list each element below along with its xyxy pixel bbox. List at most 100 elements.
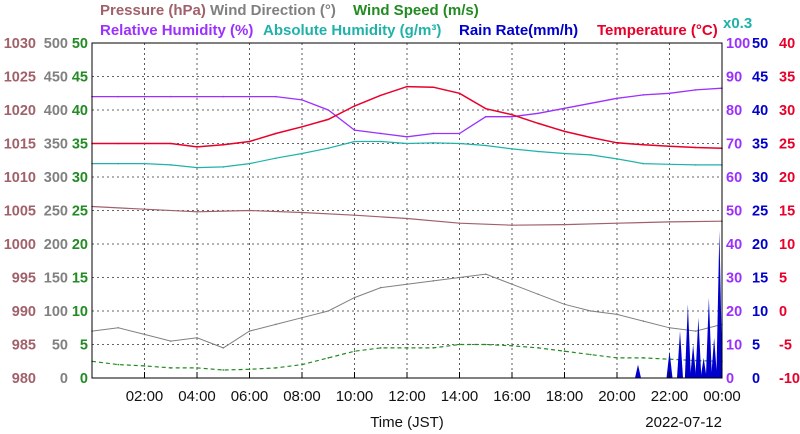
x-axis: 02:00 04:00 06:00 08:00 10:00 12:00 14:00 16:00… [126,372,741,405]
rain-rate-tick-label: 20 [752,237,768,253]
x-tick-label: 00:00 [703,388,741,405]
relative-humidity-tick-label: 90 [726,70,742,86]
temperature-point [117,142,120,145]
wind-speed-tick-label: 45 [72,70,88,86]
rain-rate-bar [690,344,697,378]
absolute-humidity-point [642,162,645,165]
wind-direction-tick-label: 450 [44,70,68,86]
pressure-point [458,222,461,225]
pressure-tick-label: 1015 [4,137,36,153]
wind-direction-tick-label: 200 [44,237,68,253]
rain-rate-bar [695,317,702,378]
pressure-tick-label: 1030 [4,36,36,52]
absolute-humidity-point [406,142,408,145]
wind-speed-point [196,367,198,369]
temperature-point [694,146,697,149]
relative-humidity-point [432,132,435,135]
relative-humidity-tick-label: 60 [726,170,742,186]
x-tick-label: 22:00 [651,388,689,405]
legend-temperature: Temperature (°C) [597,22,718,39]
wind-speed-tick-label: 5 [80,338,88,354]
pressure-point [353,214,356,216]
wind-direction-point [169,340,172,342]
wind-direction-point [117,326,120,329]
relative-humidity-tick-label: 0 [726,371,734,387]
legend-absolute-humidity: Absolute Humidity (g/m³) [263,22,441,39]
absolute-humidity-point [563,152,566,155]
legend-pressure: Pressure (hPa) [100,2,206,19]
temperature-tick-label: 30 [779,103,795,119]
relative-humidity-tick-label: 40 [726,237,742,253]
relative-humidity-point [301,99,303,101]
pressure-tick-label: 1020 [4,103,36,119]
wind-direction-point [379,286,382,289]
wind-direction-point [511,283,513,286]
temperature-point [274,132,277,135]
absolute-humidity-point [379,140,382,143]
pressure-point [511,224,513,227]
temperature-point [589,136,592,139]
absolute-humidity-point [274,157,277,160]
temperature-tick-label: -5 [779,338,792,354]
relative-humidity-point [169,95,172,98]
absolute-humidity-point [432,142,435,144]
x-tick-label: 10:00 [336,388,374,405]
wind-speed-point [616,357,618,359]
wind-direction-point [458,276,461,279]
x-tick-label: 12:00 [388,388,426,405]
temperature-tick-label: 25 [779,137,795,153]
temperature-point [563,130,566,133]
wind-speed-point [169,367,172,369]
pressure-point [616,222,618,225]
rain-rate-bar [677,331,683,378]
x-tick-label: 14:00 [441,388,479,405]
temperature-tick-label: 5 [779,271,787,287]
relative-humidity-tick-label: 10 [726,338,742,354]
absolute-humidity-point [222,166,225,168]
wind-direction-point [432,280,435,282]
rain-rate-bar [711,337,718,378]
absolute-humidity-point [616,158,618,160]
temperature-point [511,113,513,116]
relative-humidity-point [353,129,356,131]
temperature-point [406,85,408,88]
pressure-point [143,208,146,210]
relative-humidity-tick-label: 20 [726,304,742,320]
wind-direction-tick-label: 0 [60,371,68,387]
x-tick-label: 08:00 [283,388,321,405]
absolute-humidity-point [143,162,146,165]
legend-wind-speed: Wind Speed (m/s) [353,2,479,19]
temperature-point [616,142,618,144]
temperature-point [301,125,303,128]
temperature-tick-label: 35 [779,70,795,86]
wind-direction-point [616,313,618,316]
wind-speed-point [274,367,277,369]
pressure-tick-label: 990 [12,304,36,320]
wind-speed-point [432,347,435,349]
pressure-tick-label: 1000 [4,237,36,253]
wind-direction-tick-label: 100 [44,304,68,320]
wind-direction-point [563,303,566,306]
wind-speed-point [563,350,566,353]
wind-speed-point [117,363,120,366]
wind-speed-point [248,368,251,371]
rain-rate-bar [684,304,691,378]
grid [92,43,722,378]
wind-direction-point [143,333,146,336]
temperature-tick-label: -10 [779,371,800,387]
temperature-point [484,107,487,110]
wind-direction-tick-label: 300 [44,170,68,186]
temperature-point [537,122,540,125]
relative-humidity-tick-label: 50 [726,204,742,220]
wind-speed-tick-label: 20 [72,237,88,253]
temperature-point [432,86,435,89]
absolute-humidity-point [511,148,513,150]
pressure-point [248,209,251,212]
pressure-tick-label: 1010 [4,170,36,186]
wind-speed-tick-label: 30 [72,170,88,186]
relative-humidity-point [327,109,330,111]
relative-humidity-tick-label: 80 [726,103,742,119]
relative-humidity-point [143,95,146,98]
wind-direction-tick-label: 500 [44,36,68,52]
temperature-point [196,146,198,148]
